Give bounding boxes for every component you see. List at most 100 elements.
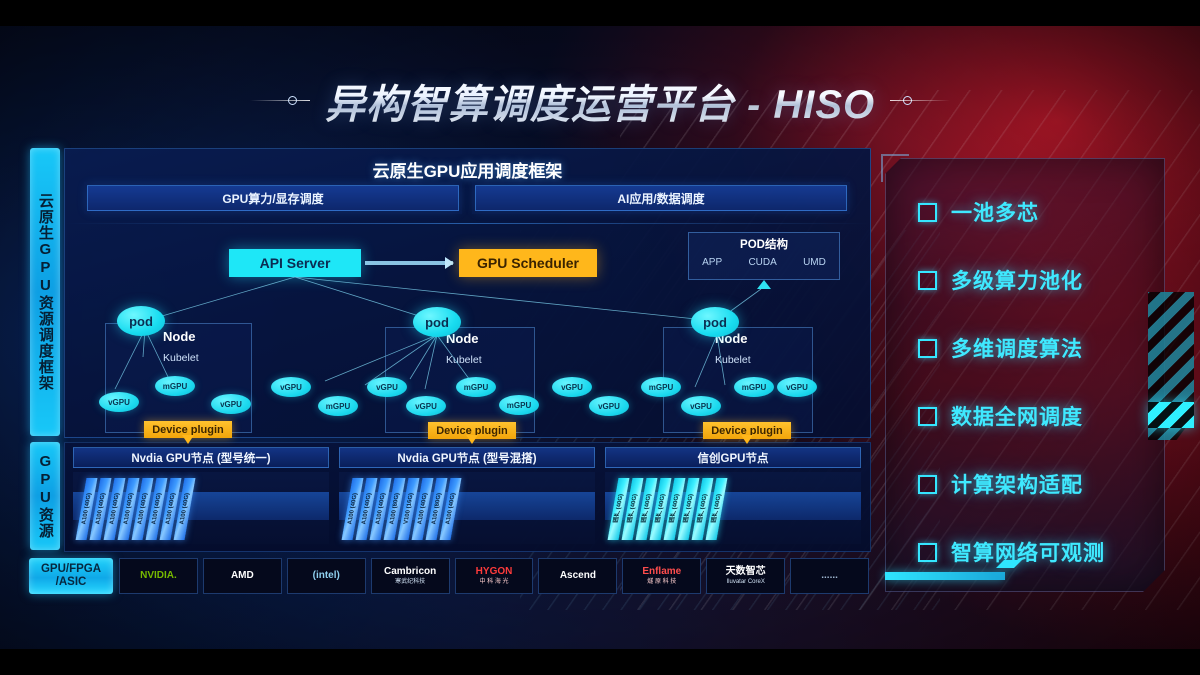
pod-struct-umd: UMD bbox=[803, 257, 826, 268]
device-plugin-3[interactable]: Device plugin bbox=[703, 422, 791, 439]
device-plugin-1[interactable]: Device plugin bbox=[144, 421, 232, 438]
checkbox-square-icon bbox=[918, 475, 937, 494]
checkbox-square-icon bbox=[918, 543, 937, 562]
vendor-logo-3: (intel) bbox=[286, 558, 366, 594]
title-right-line bbox=[890, 100, 950, 101]
gpu-1-1[interactable]: vGPU bbox=[99, 392, 139, 412]
feature-item-label: 多维调度算法 bbox=[951, 338, 1083, 361]
pod-struct-cuda: CUDA bbox=[748, 257, 777, 268]
feature-item-label: 数据全网调度 bbox=[951, 406, 1083, 429]
features-panel: 一池多芯多级算力池化 多维调度算法 数据全网调度 计算架构适配智算网络可观测 bbox=[885, 158, 1165, 592]
gpu-node-column-3: 信创GPU节点 国产 (40G) 国产 (40G) 国产 (40G) 国产 (40G)… bbox=[605, 447, 861, 547]
chip-line-1: GPU/FPGA bbox=[40, 562, 102, 575]
gpu-card-label: A100 (40G) bbox=[94, 493, 107, 525]
gpu-node-column-3-header: 信创GPU节点 bbox=[605, 447, 861, 468]
gpu-2-3[interactable]: vGPU bbox=[406, 396, 446, 416]
kubelet-3-label: Kubelet bbox=[715, 354, 751, 366]
device-plugin-2-arrow-icon bbox=[466, 435, 478, 444]
gpu-card-label: A100 (40G) bbox=[108, 493, 121, 525]
feature-item-6[interactable]: 智算网络可观测 bbox=[918, 525, 1164, 579]
device-plugin-2-label: Device plugin bbox=[436, 424, 508, 437]
device-plugin-1-label: Device plugin bbox=[152, 423, 224, 436]
gpu-scheduler-box[interactable]: GPU Scheduler bbox=[459, 249, 597, 277]
vendor-logo-subtitle: 寒武纪科技 bbox=[395, 578, 426, 585]
api-server-label: API Server bbox=[259, 255, 331, 271]
gpu-1-4[interactable]: vGPU bbox=[271, 377, 311, 397]
gpu-1-3[interactable]: vGPU bbox=[211, 394, 251, 414]
feature-item-label: 一池多芯 bbox=[951, 202, 1039, 225]
checkbox-square-icon bbox=[918, 271, 937, 290]
gpu-3-4[interactable]: vGPU bbox=[777, 377, 817, 397]
pod-3[interactable]: pod bbox=[691, 307, 739, 337]
vendor-logo-9: ...... bbox=[790, 558, 870, 594]
checkbox-square-icon bbox=[918, 203, 937, 222]
gpu-scheduler-label: GPU Scheduler bbox=[477, 255, 579, 271]
vendor-logo-name: NVIDIA. bbox=[140, 569, 177, 581]
gpu-node-column-1: Nvdia GPU节点 (型号统一) A100 (40G) A100 (40G) A… bbox=[73, 447, 329, 547]
vendor-logo-name: AMD bbox=[230, 569, 254, 581]
vendor-logo-7: Enflame 燧 原 科 技 bbox=[622, 558, 702, 594]
title-area: 异构智算调度运营平台 - HISO bbox=[0, 72, 1200, 130]
vendor-logo-name: (intel) bbox=[312, 569, 340, 581]
rail-cloud-native-framework: 云原生GPU资源调度框架 bbox=[30, 148, 60, 436]
feature-item-3[interactable]: 多维调度算法 bbox=[918, 321, 1164, 375]
gpu-card-label: 国产 (40G) bbox=[669, 494, 681, 524]
feature-item-label: 计算架构适配 bbox=[951, 474, 1083, 497]
vendor-logo-name: 天数智芯 bbox=[725, 566, 766, 578]
bar-ai-app-data-scheduling[interactable]: AI应用/数据调度 bbox=[475, 185, 847, 211]
node-1-label: Node bbox=[163, 329, 196, 344]
gpu-card-label: 国产 (40G) bbox=[641, 494, 653, 524]
vendor-logo-6: Ascend bbox=[538, 558, 618, 594]
device-plugin-2[interactable]: Device plugin bbox=[428, 422, 516, 439]
gpu-card-label: A100 (40G) bbox=[178, 493, 191, 525]
vendor-logo-name: Ascend bbox=[559, 569, 596, 581]
vendor-logo-subtitle: Iluvatar CoreX bbox=[726, 578, 765, 585]
gpu-2-6[interactable]: vGPU bbox=[589, 396, 629, 416]
page-title: 异构智算调度运营平台 - HISO bbox=[325, 72, 875, 130]
vendor-logo-1: NVIDIA. bbox=[119, 558, 198, 594]
panel-divider bbox=[65, 223, 870, 224]
bar-gpu-compute-memory-scheduling[interactable]: GPU算力/显存调度 bbox=[87, 185, 459, 211]
vendor-logo-4: Cambricon 寒武纪科技 bbox=[370, 558, 450, 594]
gpu-card-label: 国产 (40G) bbox=[683, 494, 695, 524]
title-left-line bbox=[250, 100, 310, 101]
gpu-1-2[interactable]: mGPU bbox=[155, 376, 195, 396]
gpu-card-label: 国产 (40G) bbox=[655, 494, 667, 524]
gpu-card-label: A100 (40G) bbox=[80, 493, 93, 525]
vendor-logo-subtitle: 燧 原 科 技 bbox=[647, 578, 677, 585]
gpu-card-label: A100 (40G) bbox=[360, 493, 373, 525]
gpu-card-stack-3: 国产 (40G) 国产 (40G) 国产 (40G) 国产 (40G) 国产 (40G)… bbox=[607, 478, 728, 540]
gpu-node-column-2-header: Nvdia GPU节点 (型号混搭) bbox=[339, 447, 595, 468]
feature-item-5[interactable]: 计算架构适配 bbox=[918, 457, 1164, 511]
vendor-logo-row: NVIDIA. AMD (intel) Cambricon 寒武纪科技 HYGON 中 科 … bbox=[119, 558, 870, 594]
feature-item-1[interactable]: 一池多芯 bbox=[918, 185, 1164, 239]
gpu-card-label: 国产 (40G) bbox=[613, 494, 625, 524]
device-plugin-3-label: Device plugin bbox=[711, 424, 783, 437]
vendor-logo-2: AMD bbox=[202, 558, 282, 594]
gpu-1-5[interactable]: mGPU bbox=[318, 396, 358, 416]
pod-2[interactable]: pod bbox=[413, 307, 461, 337]
pod-structure-box: POD结构 APP CUDA UMD bbox=[688, 232, 840, 280]
gpu-card-label: 国产 (40G) bbox=[627, 494, 639, 524]
gpu-3-1[interactable]: mGPU bbox=[641, 377, 681, 397]
checkbox-square-icon bbox=[918, 339, 937, 358]
feature-item-2[interactable]: 多级算力池化 bbox=[918, 253, 1164, 307]
pod-1-label: pod bbox=[129, 313, 153, 329]
feature-item-4[interactable]: 数据全网调度 bbox=[918, 389, 1164, 443]
gpu-3-2[interactable]: vGPU bbox=[681, 396, 721, 416]
feature-item-label: 多级算力池化 bbox=[951, 270, 1083, 293]
gpu-node-column-2: Nvdia GPU节点 (型号混搭) A100 (40G) A100 (40G) A… bbox=[339, 447, 595, 547]
api-server-box[interactable]: API Server bbox=[229, 249, 361, 277]
pod-1[interactable]: pod bbox=[117, 306, 165, 336]
rail-framework-label: 云原生GPU资源调度框架 bbox=[36, 193, 54, 391]
gpu-card-label: V100 (16G) bbox=[402, 493, 415, 525]
cloud-native-framework-panel: 云原生GPU应用调度框架 GPU算力/显存调度 AI应用/数据调度 bbox=[64, 148, 871, 444]
gpu-2-2[interactable]: mGPU bbox=[456, 377, 496, 397]
gpu-card-label: 国产 (40G) bbox=[697, 494, 709, 524]
gpu-card-label: A100 (40G) bbox=[164, 493, 177, 525]
gpu-2-4[interactable]: mGPU bbox=[499, 395, 539, 415]
features-list: 一池多芯多级算力池化 多维调度算法 数据全网调度 计算架构适配智算网络可观测 bbox=[886, 159, 1164, 591]
gpu-2-5[interactable]: vGPU bbox=[552, 377, 592, 397]
gpu-2-1[interactable]: vGPU bbox=[367, 377, 407, 397]
gpu-3-3[interactable]: mGPU bbox=[734, 377, 774, 397]
